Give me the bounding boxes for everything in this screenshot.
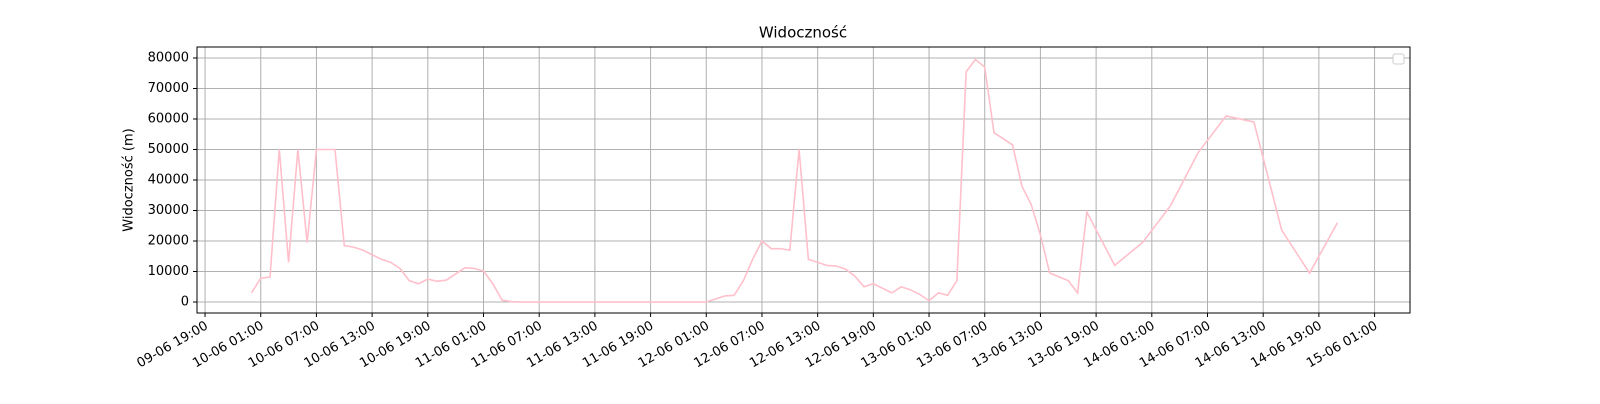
y-tick-label: 30000 [148, 203, 189, 218]
y-tick-label: 0 [181, 295, 189, 310]
legend-box [1392, 53, 1405, 65]
y-tick-label: 60000 [148, 111, 189, 126]
y-tick-label: 50000 [148, 142, 189, 157]
y-tick-label: 80000 [148, 50, 189, 65]
chart-title: Widoczność [759, 24, 847, 42]
data-line [250, 58, 1339, 303]
plot-frame [196, 46, 1411, 314]
y-tick-label: 40000 [148, 173, 189, 188]
y-axis-label: Widoczność (m) [122, 128, 137, 231]
y-tick-label: 10000 [148, 264, 189, 279]
y-tick-label: 70000 [148, 81, 189, 96]
y-tick-label: 20000 [148, 234, 189, 249]
